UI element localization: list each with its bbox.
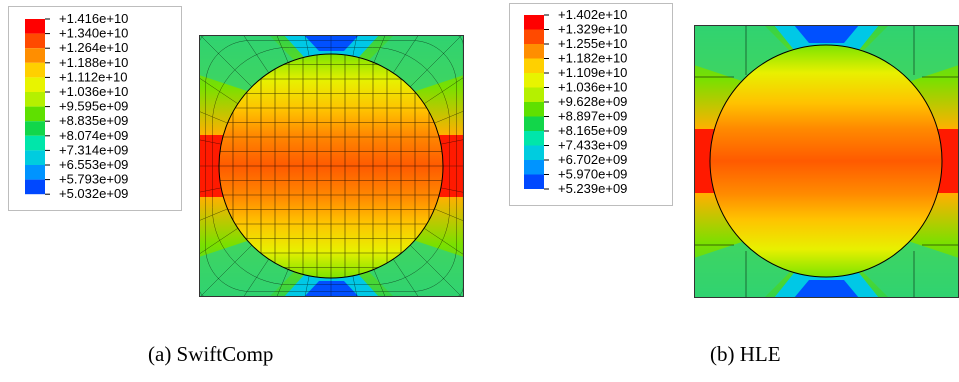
legend-swatch [524, 174, 544, 189]
legend-label: +5.032e+09 [59, 186, 128, 201]
legend-label: +5.793e+09 [59, 172, 128, 187]
legend-swatch [524, 145, 544, 160]
legend-swatch [524, 44, 544, 59]
legend-swatch [25, 92, 45, 107]
legend-label: +7.314e+09 [59, 142, 128, 157]
legend-label: +1.264e+10 [59, 40, 128, 55]
legend-label: +5.239e+09 [558, 181, 627, 196]
legend-swatch [524, 58, 544, 73]
legend-swatch [25, 135, 45, 151]
legend-swatch [25, 165, 45, 180]
contour-svg-b [694, 25, 959, 298]
legend-swatch [25, 150, 45, 165]
legend-b-svg: +1.402e+10+1.329e+10+1.255e+10+1.182e+10… [524, 7, 627, 196]
legend-label: +5.970e+09 [558, 167, 627, 182]
legend-swatch [25, 33, 45, 49]
legend-a: +1.416e+10 +1.340e+10 +1.264e+10 +1.188e+10… [8, 6, 182, 211]
legend-swatch [25, 48, 45, 63]
legend-label: +6.553e+09 [59, 157, 128, 172]
legend-label: +6.702e+09 [558, 152, 627, 167]
legend-label: +1.416e+10 [59, 11, 128, 26]
fiber-region-b [710, 45, 942, 277]
legend-a-svg: +1.416e+10+1.340e+10+1.264e+10+1.188e+10… [25, 11, 128, 201]
legend-swatch [524, 102, 544, 117]
legend-b: +1.402e+10 +1.329e+10 +1.255e+10 +1.182e+10… [509, 3, 673, 206]
caption-a: (a) SwiftComp [148, 342, 274, 366]
legend-label: +1.109e+10 [558, 65, 627, 80]
legend-label: +1.340e+10 [59, 26, 128, 41]
legend-label: +1.182e+10 [558, 51, 627, 66]
legend-label: +8.835e+09 [59, 113, 128, 128]
legend-label: +1.036e+10 [558, 80, 627, 95]
legend-label: +1.112e+10 [59, 69, 127, 84]
legend-label: +1.402e+10 [558, 7, 627, 22]
legend-label: +1.036e+10 [59, 84, 128, 99]
legend-label: +8.165e+09 [558, 123, 627, 138]
legend-label: +1.255e+10 [558, 36, 627, 51]
legend-swatch [25, 179, 45, 195]
legend-swatch [524, 131, 544, 146]
legend-label: +1.188e+10 [59, 55, 128, 70]
legend-swatch [25, 19, 45, 34]
legend-swatch [25, 106, 45, 122]
caption-b: (b) HLE [710, 342, 781, 366]
legend-swatch [524, 73, 544, 88]
legend-label: +9.595e+09 [59, 99, 128, 114]
legend-label: +1.329e+10 [558, 22, 627, 37]
legend-label: +8.074e+09 [59, 128, 128, 143]
contour-svg-a [198, 33, 464, 299]
legend-swatch [524, 87, 544, 102]
legend-label: +9.628e+09 [558, 94, 627, 109]
legend-swatch [524, 160, 544, 175]
legend-swatch [524, 29, 544, 44]
legend-label: +7.433e+09 [558, 138, 627, 153]
contour-plot-swiftcomp [198, 33, 464, 299]
legend-swatch [524, 15, 544, 30]
legend-label: +8.897e+09 [558, 109, 627, 124]
contour-plot-hle [694, 25, 959, 298]
legend-swatch [25, 62, 45, 78]
legend-swatch [524, 116, 544, 131]
legend-swatch [25, 77, 45, 92]
legend-swatch [25, 121, 45, 136]
